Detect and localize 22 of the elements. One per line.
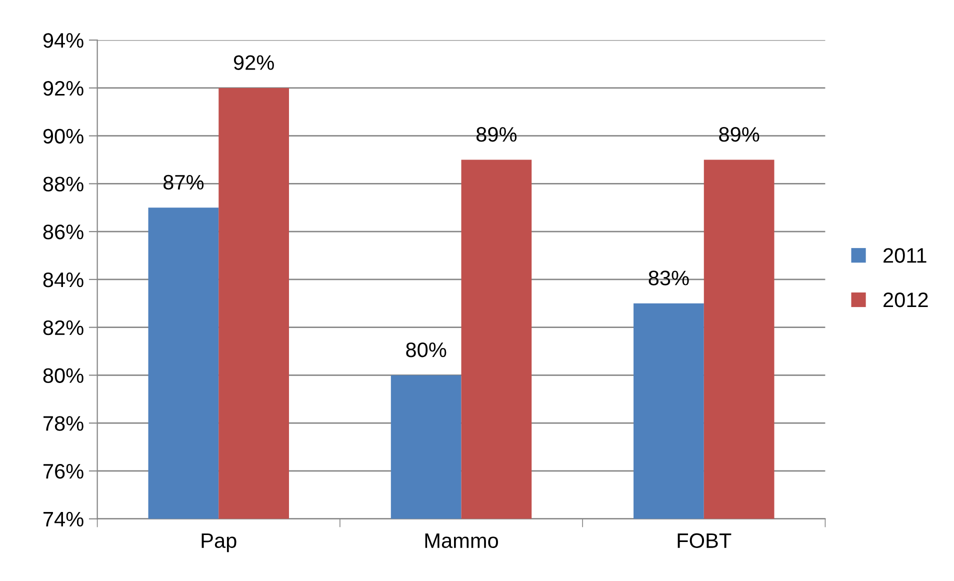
y-tick-label: 88% [43,176,84,192]
y-tick-label: 76% [43,464,84,479]
y-tick-label: 80% [43,368,84,383]
x-tick-label: Mammo [425,533,498,548]
y-tick-label: 78% [43,416,84,431]
y-tick-label: 86% [43,224,84,240]
y-tick-label: 92% [43,80,84,96]
x-tick-label: Pap [202,533,236,552]
data-label: 89% [476,127,517,142]
x-tick-label: FOBT [678,533,732,548]
legend-label: 2012 [884,292,928,308]
y-tick-label: 94% [43,33,84,48]
data-label: 89% [719,127,760,142]
data-label: 87% [164,174,204,190]
y-tick-label: 74% [43,512,84,527]
y-tick-label: 90% [43,128,84,144]
legend-label: 2011 [884,248,926,263]
y-tick-label: 82% [43,320,84,336]
data-label: 83% [648,270,689,286]
y-tick-label: 84% [43,272,84,288]
data-label: 80% [406,342,446,358]
data-label: 92% [234,55,274,70]
